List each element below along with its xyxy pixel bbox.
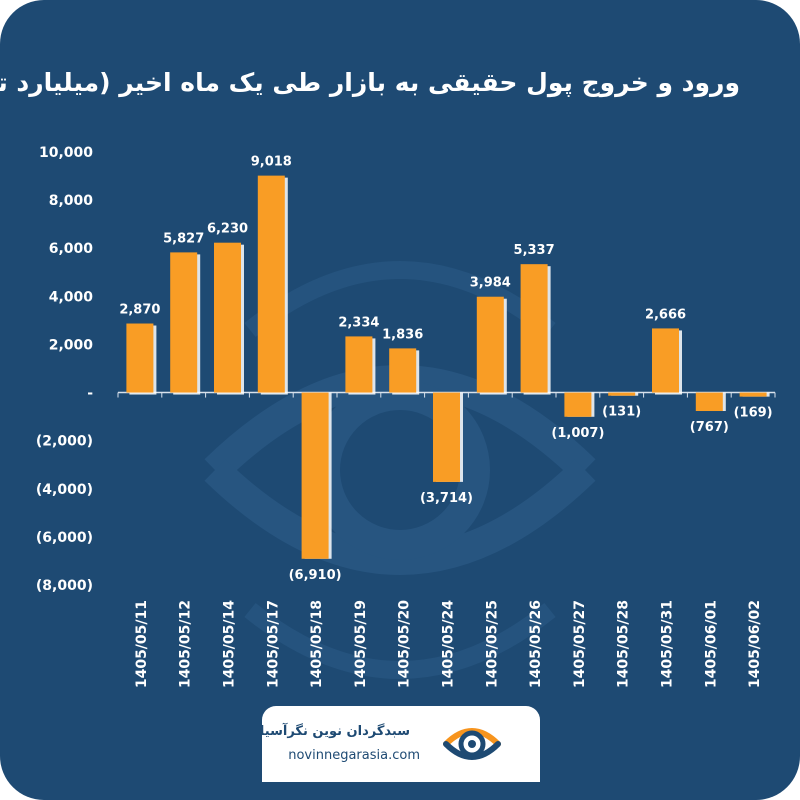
bar (652, 328, 679, 393)
bar (257, 175, 285, 393)
bar (608, 392, 636, 396)
data-label: 5,827 (163, 231, 204, 246)
data-label: (1,007) (551, 426, 604, 441)
category-label: 1405/05/11 (134, 600, 150, 688)
data-label: 6,230 (207, 222, 248, 237)
brand-name: سبدگردان نوین نگرآسیا (259, 724, 410, 739)
category-label: 1405/05/12 (178, 600, 194, 688)
y-tick-label: - (87, 386, 93, 402)
data-label: 5,337 (514, 243, 555, 258)
category-label: 1405/06/01 (703, 600, 719, 688)
category-label: 1405/05/28 (616, 600, 632, 688)
data-label: 3,984 (470, 276, 511, 291)
bar-series (126, 175, 770, 559)
y-tick-label: (2,000) (36, 434, 93, 450)
data-label: (767) (690, 420, 729, 435)
chart-title: ورود و خروج پول حقیقی به بازار طی یک ماه… (0, 68, 740, 97)
eye-logo-icon (443, 728, 501, 760)
y-tick-label: 6,000 (49, 241, 94, 257)
bar (345, 336, 373, 393)
bar (389, 348, 417, 393)
data-label: (169) (734, 406, 773, 421)
category-label: 1405/06/02 (747, 600, 763, 688)
data-label: 2,334 (338, 315, 379, 330)
category-label: 1405/05/27 (572, 600, 588, 688)
bar (564, 392, 592, 417)
category-label: 1405/05/25 (484, 600, 500, 688)
bar (214, 242, 241, 393)
y-axis: 10,000 8,000 6,000 4,000 2,000 - (2,000) (4,000… (36, 145, 93, 594)
category-label: 1405/05/19 (353, 600, 369, 688)
data-label: 2,870 (119, 303, 160, 318)
category-label: 1405/05/18 (309, 600, 325, 688)
category-label: 1405/05/26 (528, 600, 544, 688)
category-label: 1405/05/20 (397, 600, 413, 688)
footer-brand: سبدگردان نوین نگرآسیا novinnegarasia.com (259, 706, 540, 782)
category-label: 1405/05/24 (441, 600, 457, 688)
category-label: 1405/05/14 (222, 600, 238, 688)
data-label: (131) (602, 405, 641, 420)
bar (520, 264, 548, 393)
bar (476, 296, 504, 393)
bar (695, 392, 723, 412)
brand-url[interactable]: novinnegarasia.com (288, 748, 420, 763)
bar (126, 323, 154, 393)
y-tick-label: 2,000 (49, 337, 94, 353)
bar (739, 392, 767, 397)
data-label: (6,910) (289, 568, 342, 583)
data-label: 9,018 (251, 155, 292, 170)
y-tick-label: (8,000) (36, 578, 93, 594)
bar (170, 252, 198, 393)
y-tick-label: 8,000 (49, 193, 94, 209)
bar (433, 392, 460, 482)
category-label: 1405/05/17 (265, 600, 281, 688)
bar (301, 392, 329, 559)
y-tick-label: (4,000) (36, 482, 93, 498)
category-labels: 1405/05/11 1405/05/12 1405/05/14 1405/05/17… (134, 600, 763, 688)
data-label: 2,666 (645, 307, 686, 322)
data-label: (3,714) (420, 491, 473, 506)
category-label: 1405/05/31 (660, 600, 676, 688)
y-tick-label: (6,000) (36, 530, 93, 546)
y-tick-label: 4,000 (49, 289, 94, 305)
data-label: 1,836 (382, 327, 423, 342)
y-tick-label: 10,000 (39, 145, 93, 161)
